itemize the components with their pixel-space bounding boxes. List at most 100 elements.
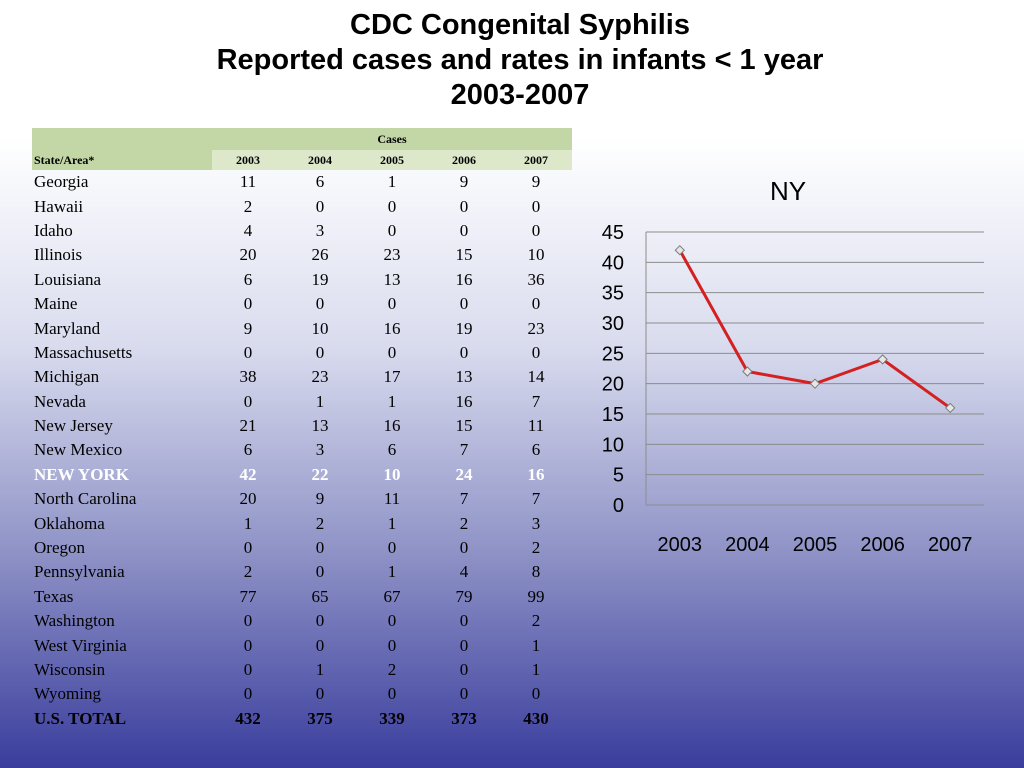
case-count: 0 [459,196,469,216]
case-count: 0 [387,684,397,704]
state-name: U.S. TOTAL [34,708,127,728]
state-name: Wisconsin [34,660,106,679]
y-tick-label: 15 [602,404,624,426]
y-tick-label: 0 [613,495,624,517]
state-name: West Virginia [34,635,127,655]
case-count: 16 [527,464,545,484]
case-count: 77 [239,586,257,606]
case-count: 0 [243,660,253,679]
state-header: State/Area* [32,128,212,170]
case-count: 1 [387,513,397,533]
x-tick-label: 2006 [860,534,905,556]
x-tick-label: 2004 [725,534,770,556]
case-count: 1 [531,635,541,655]
case-count: 0 [243,635,253,655]
case-count: 0 [531,684,541,704]
case-count: 432 [235,708,261,728]
case-count: 17 [383,367,401,387]
table-row: New Mexico 6 3 6 7 6 [32,438,572,462]
case-count: 6 [387,440,397,460]
case-count: 0 [459,538,469,558]
ny-line-chart: NY 0 5 10 15 20 25 30 35 40 45 2003 2004 2005 2006 200… [602,176,984,556]
case-count: 20 [239,489,257,509]
case-count: 1 [315,391,325,411]
case-count: 0 [459,684,469,704]
y-tick-label: 5 [613,465,624,487]
case-count: 20 [239,245,257,265]
x-tick-label: 2005 [793,534,838,556]
state-name: Oklahoma [34,513,105,533]
case-count: 38 [239,367,257,387]
state-name: Pennsylvania [34,562,125,582]
case-count: 10 [383,464,401,484]
case-count: 13 [455,367,473,387]
case-count: 13 [383,269,401,289]
x-tick-label: 2007 [928,534,973,556]
case-count: 0 [243,684,253,704]
case-count: 0 [459,294,469,314]
case-count: 0 [315,196,325,216]
case-count: 1 [243,513,253,533]
data-point [809,378,821,389]
case-count: 0 [243,294,253,314]
table-row: Wyoming 0 0 0 0 0 [32,682,572,706]
case-count: 0 [531,220,541,240]
case-count: 8 [531,562,541,582]
table-row: Wisconsin 0 1 2 0 1 [32,658,572,682]
case-count: 4 [243,220,253,240]
table-row: Oregon 0 0 0 0 2 [32,536,572,560]
state-name: NEW YORK [34,464,129,484]
case-count: 3 [315,220,325,240]
state-name: Georgia [34,172,89,192]
case-count: 11 [527,416,545,436]
case-count: 339 [379,708,405,728]
state-name: Hawaii [34,196,84,216]
state-name: Massachusetts [34,342,133,362]
case-count: 6 [243,269,253,289]
y-tick-label: 10 [602,434,624,456]
state-name: Maine [34,294,78,314]
case-count: 1 [387,172,397,192]
title-line-3: 2003-2007 [450,79,590,111]
chart-title: NY [770,176,806,206]
y-tick-label: 30 [602,313,624,335]
case-count: 0 [387,635,397,655]
case-count: 23 [311,367,329,387]
case-count: 7 [531,489,541,509]
state-name: New Mexico [34,440,123,460]
year-header: 2003 [212,150,284,170]
state-name: Nevada [34,391,86,411]
case-count: 14 [527,367,545,387]
table-row: North Carolina 20 9 11 7 7 [32,487,572,511]
case-count: 16 [455,269,473,289]
slide-title: CDC Congenital Syphilis Reported cases a… [0,8,1024,113]
case-count: 9 [315,489,325,509]
x-tick-label: 2003 [658,534,703,556]
case-count: 0 [387,538,397,558]
y-tick-label: 45 [602,222,624,244]
case-count: 0 [459,611,469,631]
case-count: 0 [387,220,397,240]
year-header: 2005 [356,150,428,170]
case-count: 9 [531,172,541,192]
case-count: 0 [387,611,397,631]
case-count: 11 [239,172,257,192]
case-count: 16 [455,391,473,411]
case-count: 2 [387,660,397,679]
state-name: Maryland [34,318,101,338]
case-count: 19 [455,318,473,338]
case-count: 0 [243,538,253,558]
state-name: North Carolina [34,489,137,509]
table-row: Massachusetts 0 0 0 0 0 [32,341,572,365]
y-tick-label: 40 [602,252,624,274]
case-count: 2 [531,538,541,558]
case-count: 19 [311,269,329,289]
case-count: 0 [387,294,397,314]
case-count: 373 [451,708,477,728]
case-count: 0 [315,611,325,631]
case-count: 0 [243,611,253,631]
case-count: 4 [459,562,469,582]
case-count: 2 [459,513,469,533]
case-count: 0 [459,220,469,240]
table-row: New Jersey 21 13 16 15 11 [32,414,572,438]
